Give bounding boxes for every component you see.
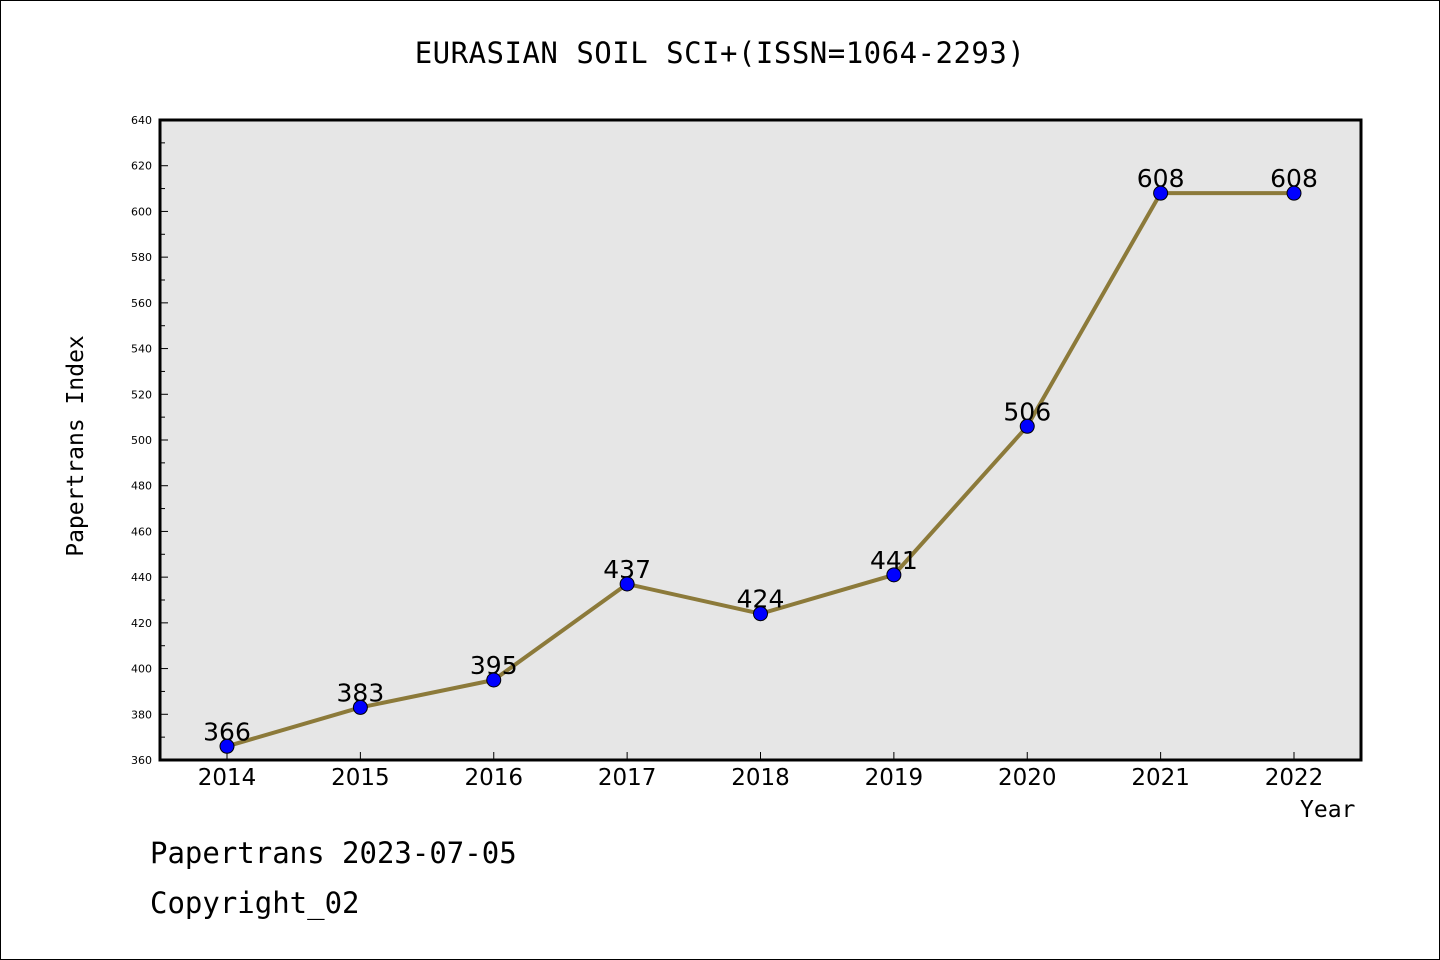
data-point xyxy=(619,576,635,592)
x-tick-label: 2020 xyxy=(998,765,1057,791)
x-tick-label: 2021 xyxy=(1131,765,1190,791)
x-tick-label: 2018 xyxy=(731,765,790,791)
y-tick-label: 560 xyxy=(131,297,152,310)
x-tick-label: 2019 xyxy=(865,765,924,791)
y-tick-label: 620 xyxy=(131,160,152,173)
plot-border xyxy=(158,118,1363,762)
plot-area xyxy=(160,120,1361,760)
data-point xyxy=(1153,185,1169,201)
y-tick-label: 520 xyxy=(131,388,152,401)
y-tick-label: 360 xyxy=(131,754,152,767)
data-point xyxy=(352,699,368,715)
x-tick-label: 2017 xyxy=(598,765,657,791)
x-tick-label: 2016 xyxy=(464,765,523,791)
y-tick-label: 440 xyxy=(131,571,152,584)
y-tick-label: 460 xyxy=(131,525,152,538)
data-point xyxy=(886,567,902,583)
data-point xyxy=(1286,185,1302,201)
footer-date: Papertrans 2023-07-05 xyxy=(150,836,517,870)
y-tick-label: 400 xyxy=(131,663,152,676)
y-tick-label: 600 xyxy=(131,205,152,218)
x-tick-label: 2015 xyxy=(331,765,390,791)
y-tick-label: 640 xyxy=(131,114,152,127)
chart-title: EURASIAN SOIL SCI+(ISSN=1064-2293) xyxy=(414,36,1026,70)
data-point xyxy=(753,606,768,622)
y-tick-label: 420 xyxy=(131,617,152,630)
y-tick-label: 500 xyxy=(131,434,152,447)
data-point xyxy=(486,672,502,688)
x-tick-label: 2014 xyxy=(198,765,257,791)
y-tick-label: 580 xyxy=(131,251,152,264)
y-tick-label: 480 xyxy=(131,480,152,493)
data-point xyxy=(1019,418,1035,434)
footer-copyright: Copyright_02 xyxy=(150,886,360,920)
x-tick-label: 2022 xyxy=(1265,765,1324,791)
x-axis-label: Year xyxy=(1300,797,1356,823)
y-tick-label: 540 xyxy=(131,343,152,356)
y-tick-label: 380 xyxy=(131,708,152,721)
data-point xyxy=(219,738,235,754)
